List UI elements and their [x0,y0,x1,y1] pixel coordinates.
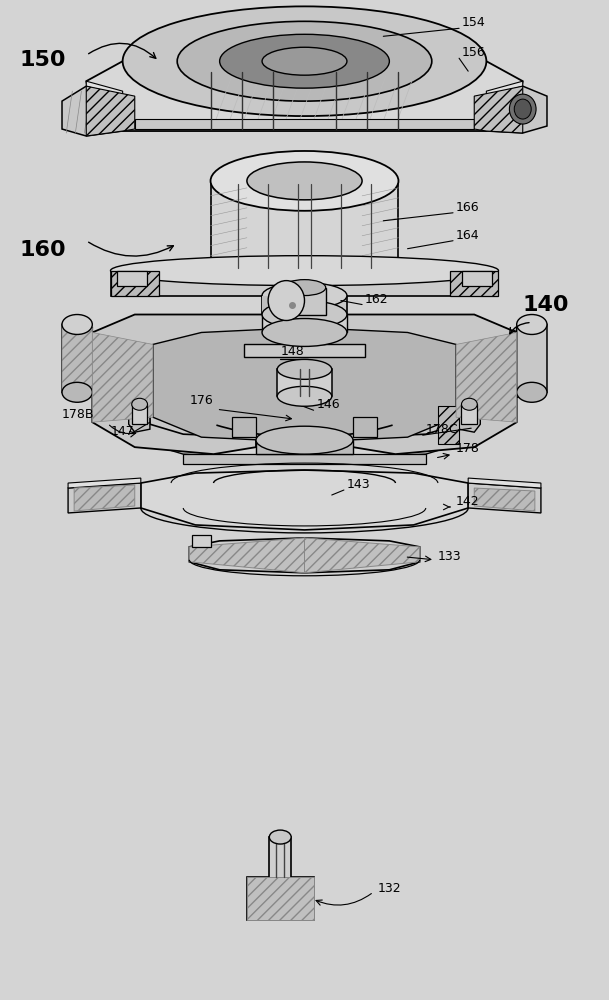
Text: 162: 162 [365,293,389,306]
Polygon shape [62,86,122,136]
Ellipse shape [516,315,547,334]
Polygon shape [86,86,135,136]
Text: 146: 146 [317,398,340,411]
Text: 133: 133 [438,550,462,563]
Ellipse shape [247,162,362,200]
Text: 154: 154 [462,16,486,29]
Polygon shape [189,538,420,573]
Ellipse shape [220,34,389,88]
Polygon shape [468,483,541,513]
Polygon shape [189,538,304,573]
Polygon shape [93,332,153,422]
Text: 140: 140 [523,295,569,315]
Polygon shape [247,877,314,920]
Ellipse shape [262,337,347,363]
Polygon shape [262,315,347,332]
Polygon shape [247,837,314,920]
Text: 150: 150 [19,50,66,70]
Polygon shape [211,181,398,271]
Polygon shape [110,271,499,296]
Polygon shape [459,416,481,432]
Polygon shape [277,369,332,396]
Ellipse shape [211,151,398,211]
Polygon shape [438,406,459,444]
Ellipse shape [262,301,347,328]
Polygon shape [232,417,256,437]
Polygon shape [150,394,459,439]
Polygon shape [110,271,159,296]
Ellipse shape [509,94,536,124]
Polygon shape [474,86,523,133]
Ellipse shape [262,283,347,309]
Polygon shape [183,454,426,464]
Ellipse shape [177,21,432,101]
Ellipse shape [514,99,531,119]
Polygon shape [487,81,523,96]
Polygon shape [62,324,93,397]
Ellipse shape [268,281,304,321]
Ellipse shape [110,256,499,286]
Text: 160: 160 [19,240,66,260]
Text: 147: 147 [110,425,134,438]
Text: 178B: 178B [62,408,94,421]
Ellipse shape [462,398,477,410]
Polygon shape [86,16,523,131]
Polygon shape [487,86,547,133]
Ellipse shape [256,426,353,454]
Polygon shape [516,324,547,397]
Polygon shape [62,324,93,397]
Ellipse shape [269,830,291,844]
Polygon shape [68,478,141,488]
Polygon shape [353,417,377,437]
Text: 164: 164 [456,229,480,242]
Ellipse shape [277,359,332,379]
Ellipse shape [283,280,326,296]
Text: 143: 143 [347,478,370,491]
Polygon shape [304,538,420,573]
Polygon shape [93,315,516,454]
Polygon shape [462,271,493,286]
Polygon shape [68,483,141,513]
Ellipse shape [122,6,487,116]
Polygon shape [262,296,347,350]
Polygon shape [474,488,535,511]
Text: 178C: 178C [426,423,459,436]
Polygon shape [153,327,456,442]
Ellipse shape [62,382,93,402]
Text: 148: 148 [280,345,304,358]
Polygon shape [141,470,468,530]
Text: 132: 132 [377,882,401,895]
Text: 166: 166 [456,201,480,214]
Polygon shape [192,535,211,547]
Polygon shape [256,440,353,454]
Polygon shape [468,478,541,488]
Ellipse shape [132,398,147,410]
Ellipse shape [262,319,347,346]
Polygon shape [74,485,135,511]
Text: 176: 176 [189,394,213,407]
Polygon shape [461,404,477,424]
Polygon shape [116,271,147,286]
Polygon shape [86,81,122,96]
Ellipse shape [516,382,547,402]
Polygon shape [262,296,304,350]
Polygon shape [450,271,499,296]
Ellipse shape [277,386,332,406]
Polygon shape [283,288,326,315]
Text: 142: 142 [456,495,480,508]
Polygon shape [128,416,150,432]
Polygon shape [150,424,459,459]
Polygon shape [244,344,365,357]
Polygon shape [135,119,474,129]
Ellipse shape [62,315,93,334]
Text: 156: 156 [462,46,486,59]
Polygon shape [132,404,147,424]
Text: 178: 178 [456,442,480,455]
Ellipse shape [262,47,347,75]
Polygon shape [456,332,516,422]
